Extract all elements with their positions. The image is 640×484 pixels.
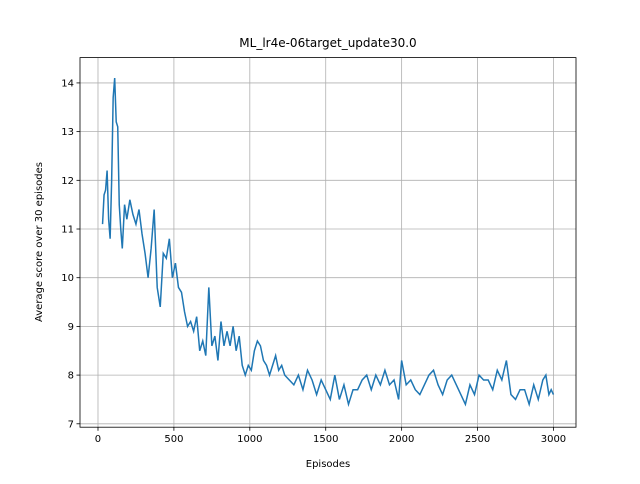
x-axis-label: Episodes: [306, 459, 350, 470]
y-tick-label: 12: [61, 176, 74, 187]
x-tick-label: 3000: [541, 434, 566, 445]
y-axis-label: Average score over 30 episodes: [34, 162, 45, 322]
y-tick-label: 9: [68, 322, 74, 333]
x-tick-label: 500: [164, 434, 183, 445]
y-tick-label: 11: [61, 225, 74, 236]
y-tick-label: 7: [68, 419, 74, 430]
y-tick-label: 14: [61, 78, 74, 89]
x-tick-label: 1500: [313, 434, 338, 445]
plot-frame: [79, 57, 577, 428]
x-tick-label: 1000: [237, 434, 262, 445]
x-tick-label: 2000: [389, 434, 414, 445]
y-tick-label: 8: [68, 371, 74, 382]
x-tick-label: 2500: [465, 434, 490, 445]
data-line: [101, 77, 555, 408]
y-tick-label: 10: [61, 273, 74, 284]
x-tick-label: 0: [95, 434, 101, 445]
chart-title: ML_lr4e-06target_update30.0: [239, 36, 416, 50]
y-tick-label: 13: [61, 127, 74, 138]
